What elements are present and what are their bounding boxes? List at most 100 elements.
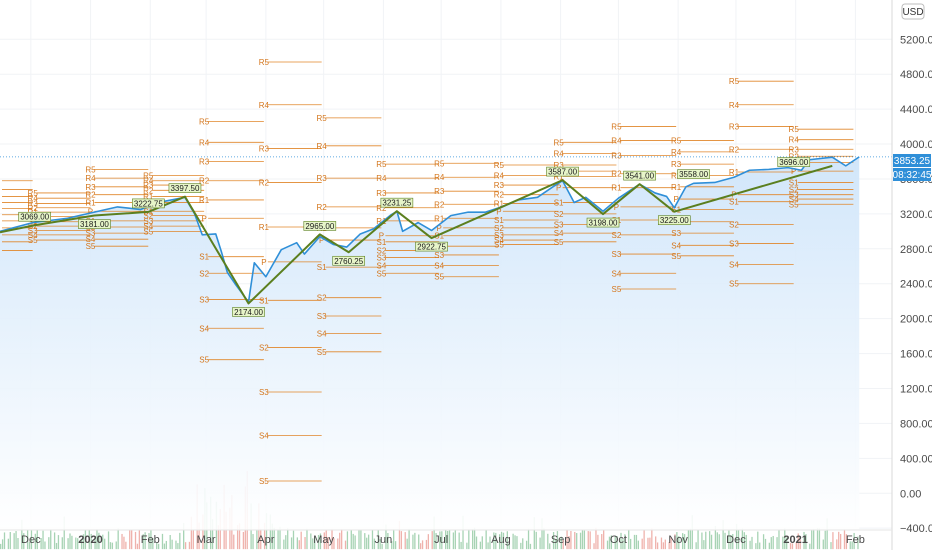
- pivot-label: R5: [199, 117, 210, 126]
- volume-bar: [608, 536, 611, 550]
- volume-bar: [822, 539, 824, 550]
- y-axis[interactable]: −400.00 0.00 400.00 800.00 1200.00 1600.00 200…: [900, 34, 932, 535]
- volume-bar: [628, 529, 630, 550]
- volume-bar: [845, 534, 848, 550]
- volume-bar: [377, 530, 379, 550]
- volume-bar: [88, 530, 90, 550]
- volume-bar: [832, 532, 834, 550]
- volume-bar: [341, 528, 343, 550]
- volume-bar: [71, 535, 73, 550]
- volume-bar: [797, 533, 799, 550]
- volume-bar: [69, 533, 71, 550]
- volume-bar: [610, 535, 613, 550]
- volume-bar: [21, 519, 23, 550]
- volume-bar: [838, 531, 840, 550]
- volume-bar: [202, 514, 204, 550]
- volume-bar: [367, 534, 370, 550]
- volume-bar: [30, 529, 33, 550]
- countdown-value: 08:32:45: [893, 170, 932, 181]
- zigzag-label-box: [232, 307, 265, 317]
- y-tick-label: 1600.00: [900, 349, 932, 361]
- currency-button[interactable]: USD: [901, 3, 925, 20]
- x-axis[interactable]: Dec 2020 Feb Mar Apr May Jun Jul Aug Sep Oct Nov Dec…: [21, 534, 865, 546]
- volume-bar: [454, 530, 456, 550]
- volume-bar: [13, 533, 15, 550]
- volume-bar: [144, 532, 146, 550]
- y-tick-label: 2000.00: [900, 314, 932, 326]
- volume-bar: [236, 525, 239, 550]
- pivot-label: R5: [729, 77, 740, 86]
- zigzag-label-box: [168, 183, 202, 193]
- zigzag-label-box: [677, 169, 710, 179]
- pivot-label: S2: [494, 224, 504, 233]
- volume-bar: [745, 534, 747, 550]
- volume-bar: [26, 529, 29, 550]
- volume-bar: [601, 534, 603, 550]
- y-tick-label: −400.00: [900, 523, 932, 535]
- volume-bar: [560, 536, 562, 550]
- volume-bar: [333, 538, 335, 550]
- volume-bar: [179, 532, 181, 550]
- volume-bar: [789, 543, 792, 550]
- volume-bar: [121, 533, 123, 550]
- pivot-label: S4: [28, 231, 38, 240]
- volume-bar: [606, 540, 609, 550]
- volume-bar: [304, 537, 306, 550]
- volume-bar: [857, 536, 859, 550]
- volume-bar: [55, 542, 58, 550]
- x-tick-label: Feb: [846, 534, 865, 546]
- volume-bar: [495, 532, 497, 550]
- pivot-label: S1: [494, 216, 504, 225]
- pivot-label: S1: [789, 178, 799, 187]
- x-tick-label: May: [313, 534, 334, 546]
- volume-bar: [836, 539, 838, 550]
- volume-bar: [583, 530, 586, 550]
- pivot-label: R3: [729, 123, 740, 132]
- volume-bar: [728, 530, 730, 550]
- zigzag-label-box: [657, 215, 691, 226]
- volume-bar: [682, 533, 684, 550]
- volume-bar: [360, 530, 362, 550]
- volume-bar: [755, 543, 757, 550]
- volume-bar: [687, 529, 690, 550]
- volume-bar: [662, 542, 665, 550]
- pivot-label: S4: [86, 235, 96, 244]
- zigzag-label: 3558.00: [679, 170, 708, 179]
- volume-bar: [803, 531, 805, 550]
- pivot-label: S2: [789, 185, 799, 194]
- volume-bar: [574, 531, 576, 550]
- volume-bar: [111, 542, 114, 550]
- x-tick-label: Dec: [726, 534, 746, 546]
- volume-bar: [843, 529, 846, 550]
- volume-bar: [298, 540, 300, 550]
- volume-bar: [568, 536, 570, 550]
- volume-bar: [522, 538, 524, 550]
- volume-bar: [23, 533, 25, 550]
- volume-bar: [242, 531, 245, 550]
- volume-bar: [48, 537, 50, 550]
- volume-bar: [695, 542, 697, 550]
- volume-bar: [439, 531, 441, 550]
- volume-bar: [279, 526, 281, 550]
- volume-bar: [824, 530, 826, 550]
- volume-bar: [161, 533, 164, 550]
- zigzag-label-box: [78, 219, 111, 229]
- x-tick-label: Aug: [491, 534, 511, 546]
- volume-bar: [233, 534, 235, 550]
- price-area: [0, 156, 860, 530]
- volume-bar: [701, 532, 703, 550]
- volume-bar: [408, 528, 410, 550]
- volume-bar: [795, 542, 797, 550]
- volume-bar: [556, 531, 559, 550]
- pivot-label: R4: [789, 136, 800, 145]
- last-price-value: 3853.25: [894, 156, 931, 167]
- pivot-label: S3: [376, 254, 386, 263]
- zigzag-label: 3397.50: [170, 184, 199, 193]
- volume-bar: [462, 515, 464, 550]
- volume-bar: [393, 529, 395, 550]
- volume-bar: [42, 530, 44, 550]
- pivot-label: R2: [199, 177, 210, 186]
- pivot-label: R3: [85, 183, 96, 192]
- volume-bar: [710, 534, 713, 550]
